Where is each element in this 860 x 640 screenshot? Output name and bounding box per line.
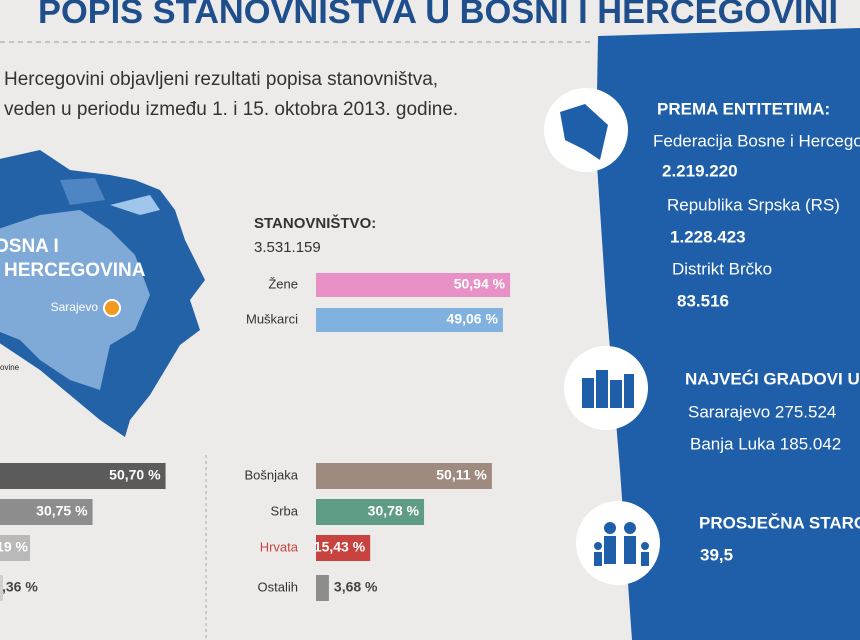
value-label: 30,75 % [36,503,88,519]
value-label: 3,68 % [334,579,378,595]
category-label: Muškarci [246,311,298,326]
entity-value: 1.228.423 [670,227,746,246]
value-label: 30,78 % [368,503,420,519]
intro-line: Hercegovini objavljeni rezultati popisa … [4,69,438,90]
category-label: Bošnjaka [245,467,299,482]
intro-line: veden u periodu između 1. i 15. oktobra … [4,99,458,120]
section-title: PREMA ENTITETIMA: [657,99,830,118]
map-region [60,178,105,205]
category-label: Ostalih [258,579,298,594]
value-label: ,36 % [2,579,38,595]
map-label: HERCEGOVINA [4,260,146,281]
section-title: PROSJEČNA STARO [699,513,860,532]
bar [316,575,329,601]
category-label: Hrvata [260,539,299,554]
bar [316,273,511,297]
bar-cropped [0,535,30,561]
bar [0,499,93,525]
category-label: Srba [271,503,299,518]
entity-value: 83.516 [677,291,729,310]
title: POPIS STANOVNIŠTVA U BOSNI I HERCEGOVINI [38,0,838,31]
value-label: 49,06 % [447,311,499,327]
value-label: 19 % [0,539,29,555]
icon-map [560,104,608,160]
value-label: 50,70 % [109,467,161,483]
icon-city [582,370,634,408]
right-panel [596,28,860,640]
population-total: 3.531.159 [254,239,321,256]
bar-cropped [0,575,3,601]
map-label: OSNA I [0,236,59,257]
map-note: ovine [0,363,20,372]
city-item: Sararajevo 275.524 [688,402,836,421]
entity-name: Distrikt Brčko [672,259,772,278]
population-label: STANOVNIŠTVO: [254,214,376,232]
city-dot [103,299,121,317]
entity-value: 2.219.220 [662,161,738,180]
city-item: Banja Luka 185.042 [690,434,841,453]
entity-name: Republika Srpska (RS) [667,195,840,214]
map-region [110,195,160,215]
entity-name: Federacija Bosne i Hercegov [653,131,860,150]
bar [316,463,492,489]
bar [0,463,166,489]
bar [316,499,425,525]
section-title: NAJVEĆI GRADOVI U [685,369,860,388]
value-label: 50,94 % [454,276,506,292]
age-value: 39,5 [700,545,733,564]
map-region [0,210,150,390]
icon-family [594,522,649,566]
bar [316,308,503,332]
value-label: 15,43 % [314,539,366,555]
bar [316,535,371,561]
value-label: 50,11 % [436,467,487,483]
category-label: Žene [268,276,298,291]
city-label: Sarajevo [51,300,99,314]
